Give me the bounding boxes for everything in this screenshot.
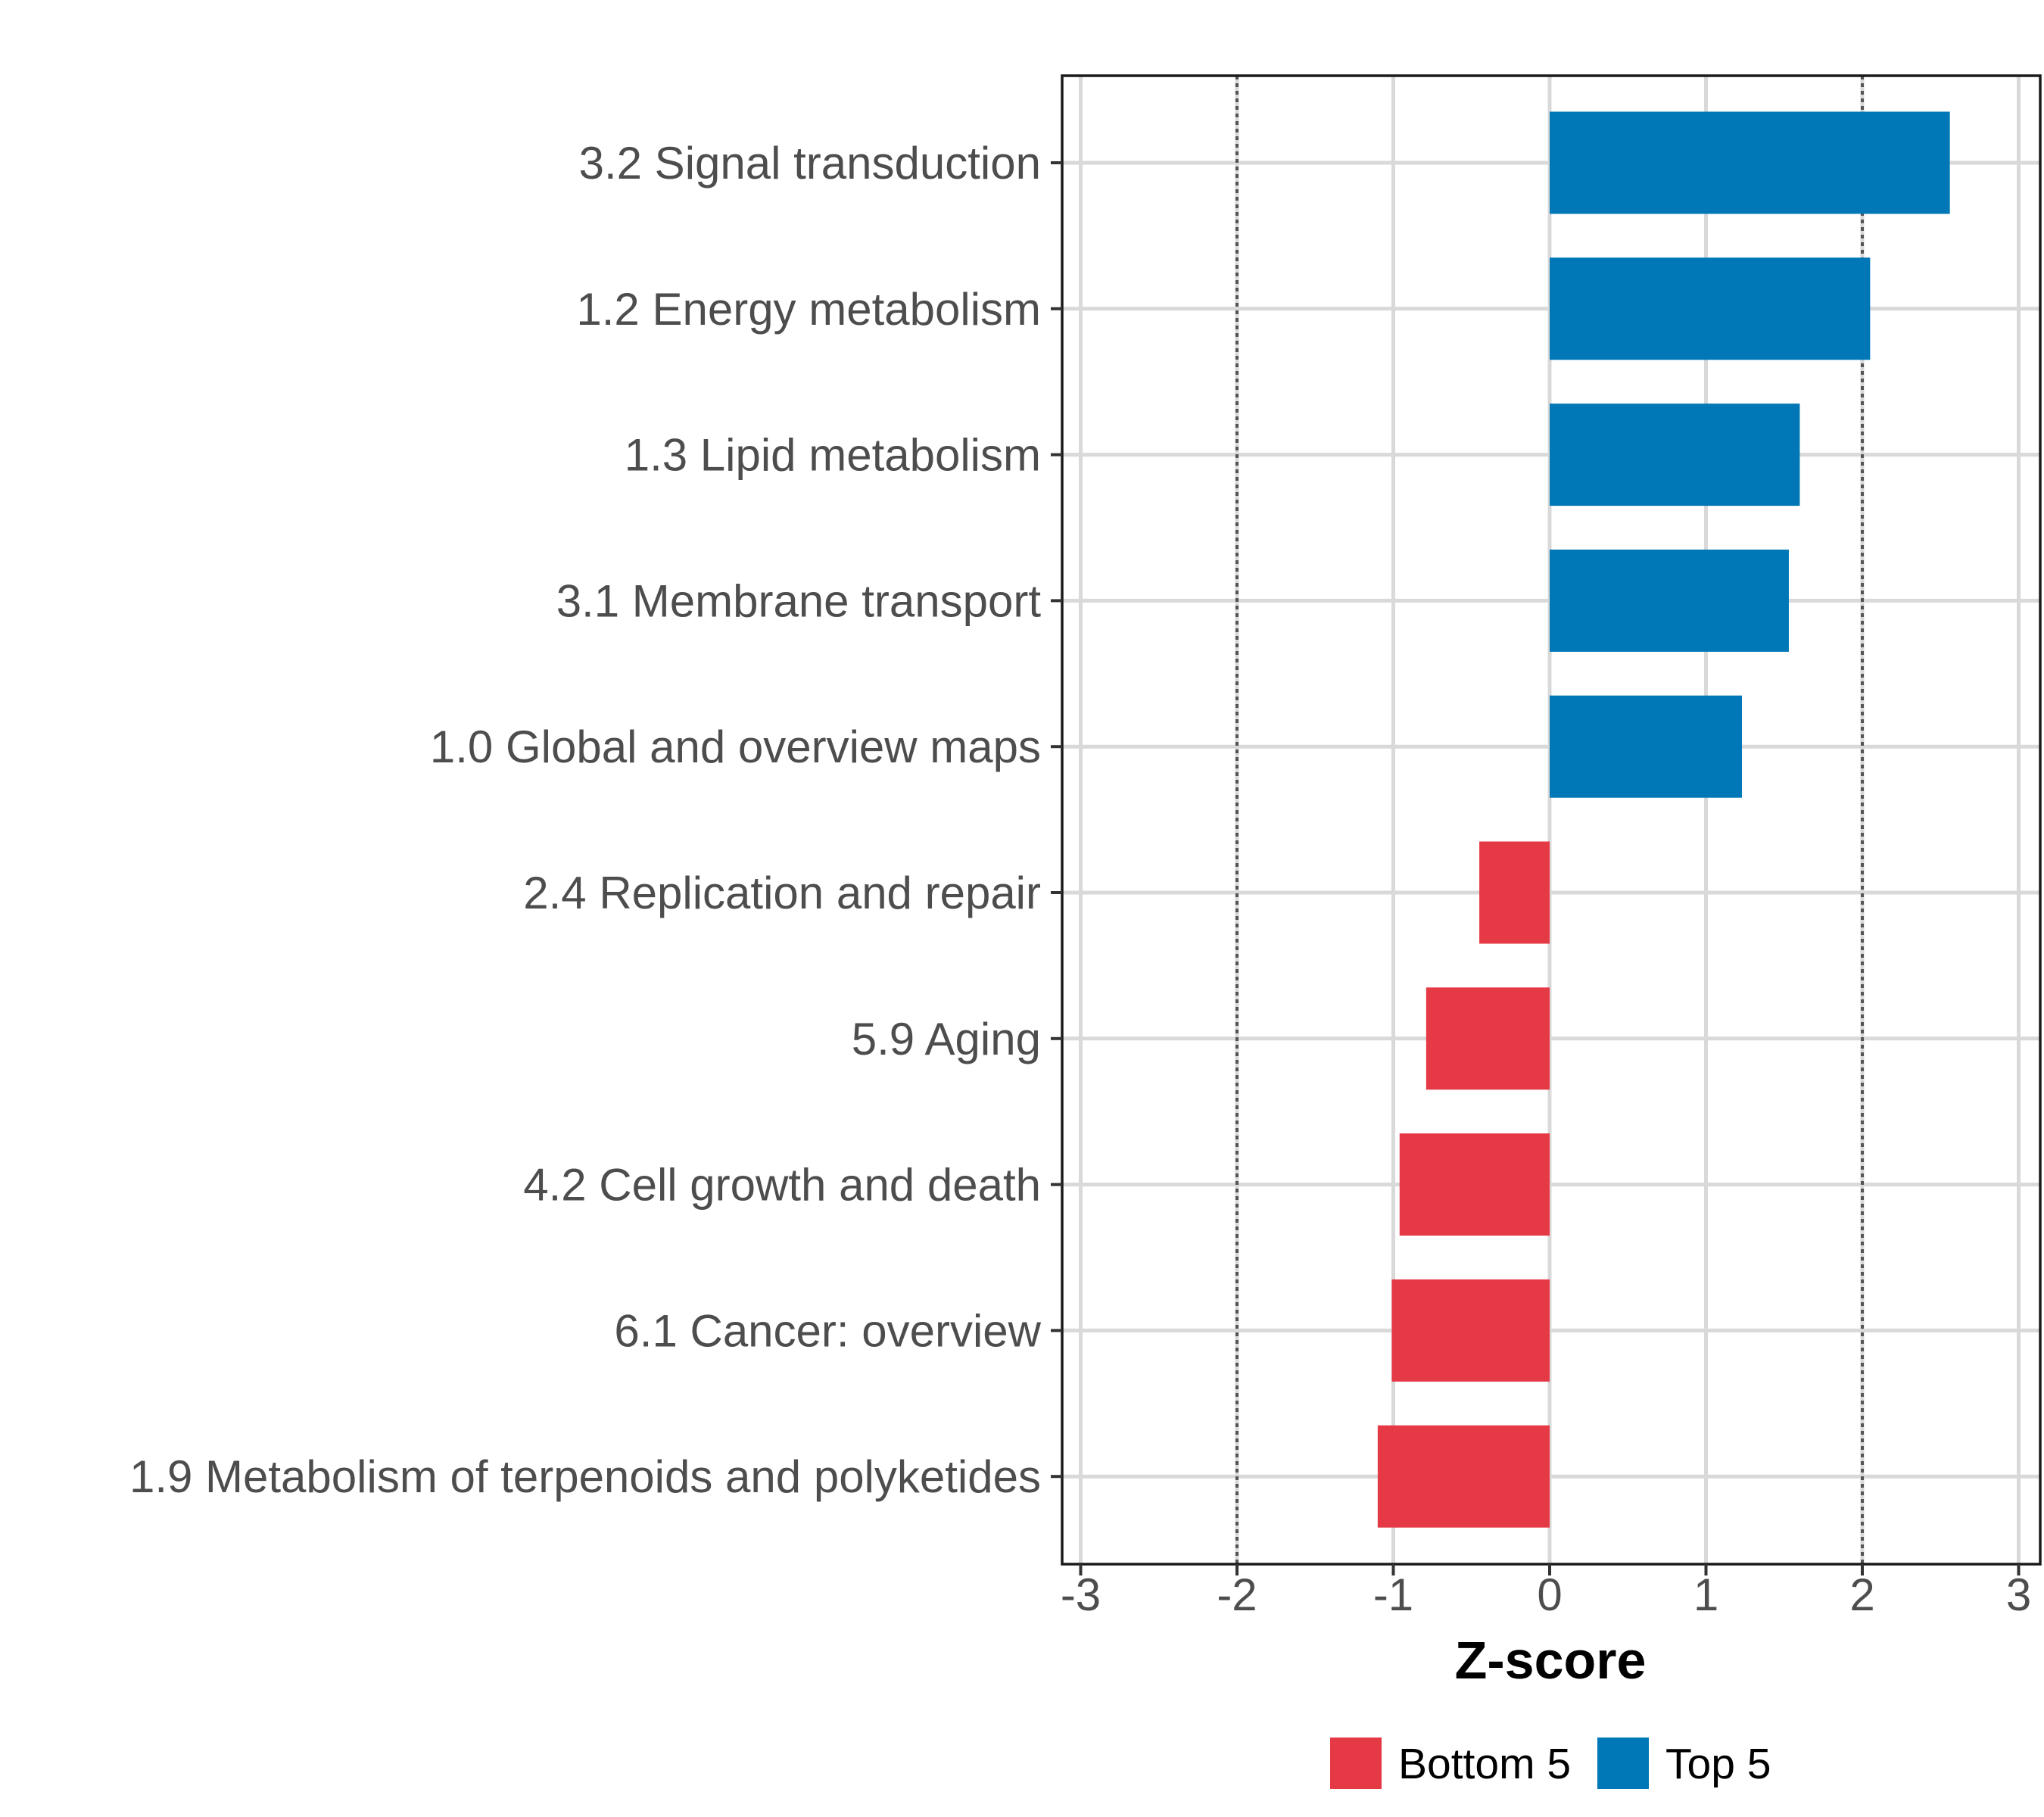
category-label: 1.0 Global and overview maps [430, 722, 1041, 772]
bar [1550, 257, 1871, 360]
legend-label: Bottom 5 [1398, 1740, 1571, 1788]
category-label: 1.9 Metabolism of terpenoids and polyket… [129, 1451, 1041, 1502]
x-axis-ticks [1079, 1564, 2021, 1575]
bar [1550, 549, 1789, 652]
legend: Bottom 5 Top 5 [1330, 1738, 1771, 1789]
x-tick-label: -2 [1217, 1569, 1257, 1620]
x-tick-label: -1 [1373, 1569, 1413, 1620]
y-axis-ticks [1051, 161, 1062, 1479]
bar [1426, 987, 1550, 1090]
x-tick-label: 3 [2006, 1569, 2031, 1620]
x-tick-label: 2 [1849, 1569, 1874, 1620]
legend-key [1330, 1738, 1382, 1789]
category-label: 4.2 Cell growth and death [523, 1160, 1041, 1211]
x-tick-label: 0 [1537, 1569, 1562, 1620]
category-label: 3.1 Membrane transport [556, 575, 1042, 626]
bar [1391, 1279, 1550, 1382]
bar [1550, 111, 1950, 214]
x-axis-title: Z-score [1455, 1631, 1647, 1690]
x-tick-label: -3 [1061, 1569, 1101, 1620]
bars [1377, 111, 1950, 1528]
category-label: 1.2 Energy metabolism [576, 284, 1041, 335]
category-label: 3.2 Signal transduction [579, 138, 1041, 189]
legend-label: Top 5 [1665, 1740, 1771, 1788]
bar [1479, 841, 1550, 944]
legend-key [1597, 1738, 1649, 1789]
bar [1399, 1133, 1550, 1236]
bar [1377, 1425, 1550, 1528]
x-axis-labels: -3 -2 -1 0 1 2 3 [1061, 1569, 2031, 1620]
bar [1550, 404, 1800, 506]
y-axis-labels: 3.2 Signal transduction 1.2 Energy metabo… [129, 138, 1042, 1502]
category-label: 5.9 Aging [852, 1014, 1041, 1064]
category-label: 6.1 Cancer: overview [614, 1305, 1041, 1356]
category-label: 2.4 Replication and repair [523, 868, 1041, 918]
x-tick-label: 1 [1693, 1569, 1718, 1620]
reference-lines [1235, 76, 1864, 1564]
bar [1550, 695, 1742, 798]
category-label: 1.3 Lipid metabolism [625, 430, 1041, 481]
